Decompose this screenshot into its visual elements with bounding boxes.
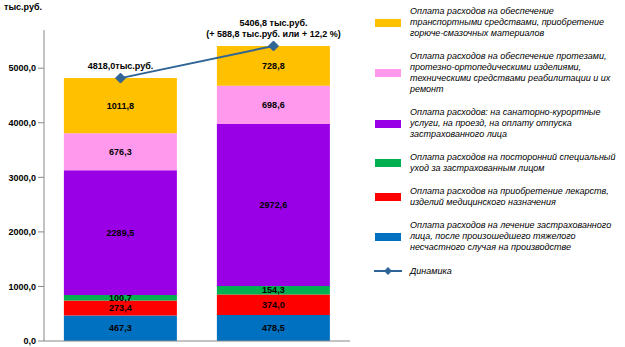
svg-text:478,5: 478,5 <box>262 323 285 333</box>
svg-text:273,4: 273,4 <box>109 303 132 313</box>
svg-text:467,3: 467,3 <box>109 323 132 333</box>
html-text:тыс.руб.: тыс.руб. <box>4 2 42 12</box>
svg-text:0,0: 0,0 <box>23 336 36 346</box>
svg-text:4000,0: 4000,0 <box>8 118 36 128</box>
svg-text:676,3: 676,3 <box>109 147 132 157</box>
svg-text:728,8: 728,8 <box>262 61 285 71</box>
svg-text:698,6: 698,6 <box>262 100 285 110</box>
svg-text:374,0: 374,0 <box>262 300 285 310</box>
html-text:Оплата расходов на обеспечение: Оплата расходов на обеспечение протезами… <box>410 51 611 94</box>
svg-text:2289,5: 2289,5 <box>107 228 135 238</box>
svg-text:1011,8: 1011,8 <box>107 101 134 111</box>
svg-text:100,7: 100,7 <box>109 293 132 303</box>
svg-text:2000,0: 2000,0 <box>8 227 36 237</box>
html-text:Динамика: Динамика <box>410 265 452 276</box>
svg-text:154,3: 154,3 <box>262 285 285 295</box>
svg-text:2972,6: 2972,6 <box>260 200 288 210</box>
html-text:Оплата расходов на приобретени: Оплата расходов на приобретение лекарств… <box>410 186 609 207</box>
html-text:Оплата расходов на обеспечение: Оплата расходов на обеспечение транспорт… <box>410 6 604 38</box>
svg-text:1000,0: 1000,0 <box>8 282 36 292</box>
svg-text:3000,0: 3000,0 <box>8 173 36 183</box>
svg-text:5000,0: 5000,0 <box>8 63 36 73</box>
svg-text:5406,8 тыс.руб.(+ 588,8 тыс.ру: 5406,8 тыс.руб.(+ 588,8 тыс.руб. или + 1… <box>206 18 340 39</box>
html-text:Оплата расходов: на санаторно-: Оплата расходов: на санаторно-курортные … <box>410 107 601 139</box>
html-text:Оплата расходов на посторонний: Оплата расходов на посторонний специальн… <box>410 152 616 173</box>
svg-text:4818,0тыс.руб.: 4818,0тыс.руб. <box>88 61 154 71</box>
html-text:Оплата расходов на лечение зас: Оплата расходов на лечение застрахованно… <box>410 220 612 252</box>
